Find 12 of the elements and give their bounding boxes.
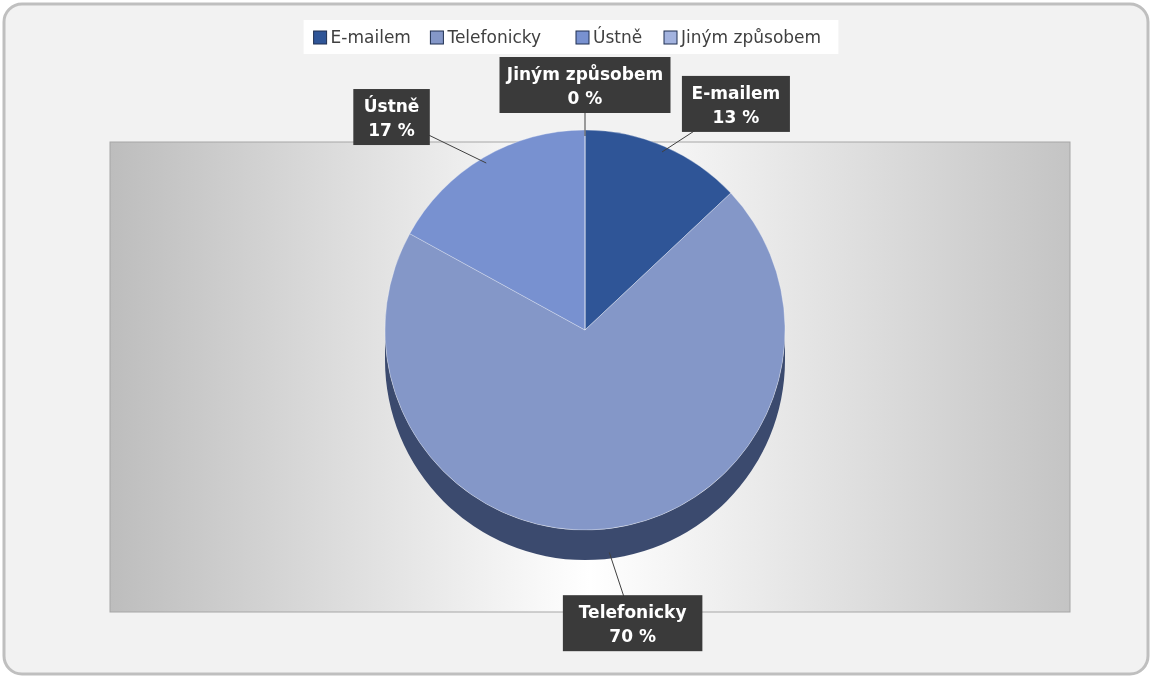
legend-label: Ústně bbox=[593, 26, 643, 47]
data-label: 17 % bbox=[368, 120, 415, 141]
category-label: Jiným způsobem bbox=[506, 64, 664, 84]
legend-label: E-mailem bbox=[330, 27, 411, 47]
data-label: 13 % bbox=[712, 106, 760, 127]
slice-label: Ústně bbox=[363, 95, 420, 117]
slice-label: E-mailem bbox=[691, 82, 781, 103]
text: 0 % bbox=[567, 88, 603, 108]
legend-label: Telefonicky bbox=[446, 27, 542, 47]
slice-label: Telefonicky bbox=[578, 602, 687, 623]
data-label: 70 % bbox=[609, 626, 656, 647]
legend-label: Jiným způsobem bbox=[680, 27, 822, 47]
